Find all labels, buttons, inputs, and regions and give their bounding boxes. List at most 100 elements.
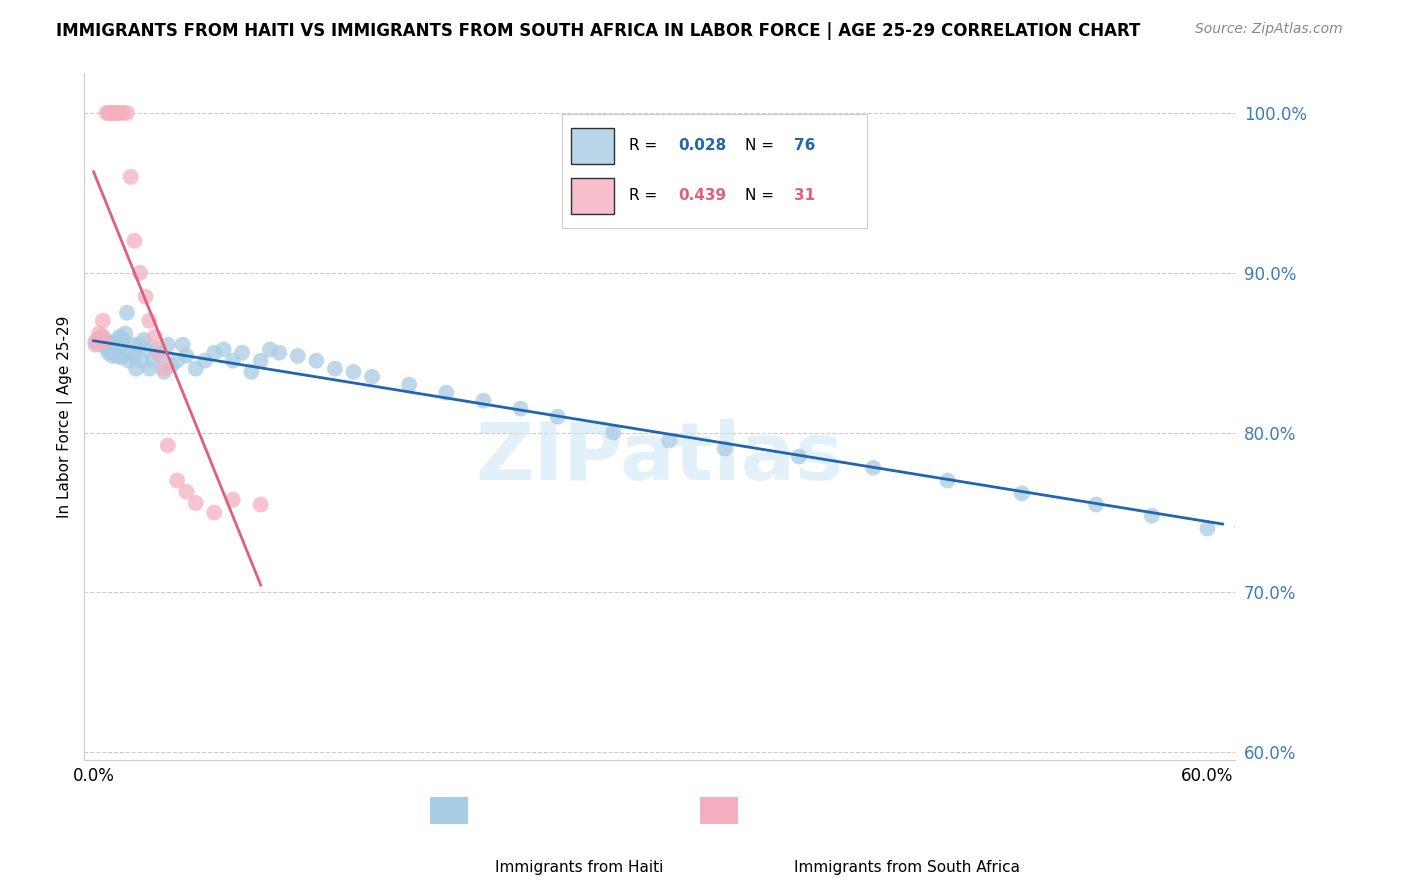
Point xyxy=(547,409,569,424)
Point xyxy=(107,333,129,347)
Point xyxy=(91,314,114,328)
Point xyxy=(115,306,138,320)
Text: Immigrants from Haiti: Immigrants from Haiti xyxy=(495,860,664,874)
Point xyxy=(125,361,148,376)
Point xyxy=(156,337,179,351)
Point xyxy=(89,326,111,341)
Point xyxy=(342,365,364,379)
Point xyxy=(98,343,121,357)
Point xyxy=(86,336,108,351)
Point xyxy=(97,337,120,351)
Point xyxy=(90,337,112,351)
Point xyxy=(135,343,157,357)
Point xyxy=(86,333,108,347)
Point xyxy=(103,345,125,359)
Point xyxy=(1197,522,1219,536)
Point xyxy=(131,353,153,368)
Point xyxy=(101,343,124,357)
Point xyxy=(97,345,120,359)
Point xyxy=(104,106,127,120)
Point xyxy=(153,361,176,376)
Point xyxy=(101,349,124,363)
Point xyxy=(96,341,118,355)
Point xyxy=(96,334,118,349)
Point xyxy=(305,353,328,368)
Point xyxy=(93,337,115,351)
Point xyxy=(658,434,681,448)
Point xyxy=(222,353,245,368)
Point xyxy=(120,169,142,184)
Point xyxy=(93,334,115,349)
Point xyxy=(249,498,271,512)
Point xyxy=(156,438,179,452)
Point xyxy=(259,343,281,357)
Point xyxy=(153,365,176,379)
Point xyxy=(862,460,884,475)
Point xyxy=(1085,498,1108,512)
Text: ZIPatlas: ZIPatlas xyxy=(475,419,844,497)
Point xyxy=(509,401,531,416)
Point xyxy=(114,326,136,341)
Point xyxy=(90,329,112,343)
Point xyxy=(787,450,810,464)
Point xyxy=(202,506,225,520)
Point xyxy=(176,349,198,363)
Point xyxy=(107,349,129,363)
Point xyxy=(202,345,225,359)
Text: Immigrants from South Africa: Immigrants from South Africa xyxy=(794,860,1019,874)
Point xyxy=(118,353,141,368)
Point xyxy=(472,393,495,408)
Point xyxy=(132,333,155,347)
Point xyxy=(287,349,309,363)
Point xyxy=(269,345,291,359)
Point xyxy=(98,336,121,351)
Point xyxy=(1011,486,1033,500)
Point xyxy=(142,353,165,368)
Point xyxy=(93,333,115,347)
Point xyxy=(129,266,152,280)
Point xyxy=(103,337,125,351)
Point xyxy=(231,345,253,359)
Point xyxy=(166,353,188,368)
Point xyxy=(176,484,198,499)
Point xyxy=(138,361,160,376)
Point xyxy=(84,337,107,351)
Point xyxy=(135,290,157,304)
Point xyxy=(129,337,152,351)
Point xyxy=(107,106,129,120)
Point xyxy=(112,106,135,120)
Point xyxy=(160,359,183,373)
Point xyxy=(124,234,146,248)
Point xyxy=(1140,508,1163,523)
Point xyxy=(96,106,118,120)
Point xyxy=(434,385,457,400)
Point xyxy=(184,361,207,376)
Point xyxy=(149,349,172,363)
Point xyxy=(713,442,735,456)
Text: Source: ZipAtlas.com: Source: ZipAtlas.com xyxy=(1195,22,1343,37)
Point xyxy=(194,353,217,368)
Point xyxy=(398,377,420,392)
Point xyxy=(124,349,146,363)
Point xyxy=(166,474,188,488)
Point xyxy=(97,106,120,120)
Point xyxy=(138,314,160,328)
Point xyxy=(120,345,142,359)
Point xyxy=(110,337,132,351)
Point xyxy=(184,496,207,510)
Point xyxy=(108,106,131,120)
Point xyxy=(172,337,194,351)
Point xyxy=(249,353,271,368)
Point xyxy=(103,106,125,120)
Point xyxy=(121,337,143,351)
Point xyxy=(936,474,959,488)
Point xyxy=(110,351,132,365)
Point xyxy=(222,492,245,507)
Point xyxy=(323,361,346,376)
Point xyxy=(91,334,114,349)
Text: IMMIGRANTS FROM HAITI VS IMMIGRANTS FROM SOUTH AFRICA IN LABOR FORCE | AGE 25-29: IMMIGRANTS FROM HAITI VS IMMIGRANTS FROM… xyxy=(56,22,1140,40)
Point xyxy=(361,369,384,384)
Point xyxy=(602,425,624,440)
Point xyxy=(145,343,167,357)
Point xyxy=(89,333,111,347)
